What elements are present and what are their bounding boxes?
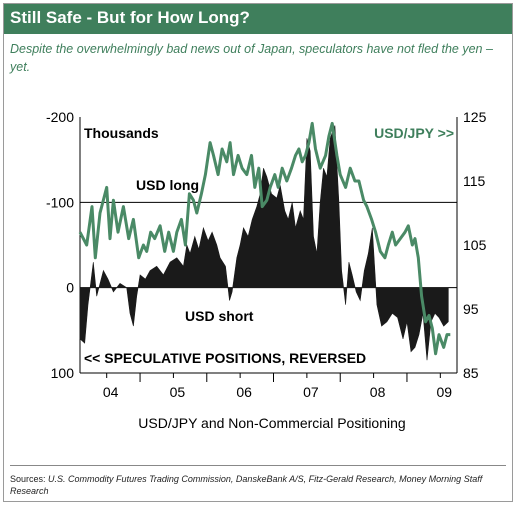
- x-tick-label: 09: [437, 384, 453, 400]
- left-tick-label: -100: [46, 194, 74, 210]
- chart-card: Still Safe - But for How Long? Despite t…: [3, 3, 513, 502]
- x-axis-label: USD/JPY and Non-Commercial Positioning: [138, 415, 405, 431]
- sources-note: Sources: U.S. Commodity Futures Trading …: [10, 474, 505, 497]
- left-axis-note: << SPECULATIVE POSITIONS, REVERSED: [84, 350, 366, 366]
- sources-label: Sources:: [10, 474, 46, 484]
- right-tick-label: 85: [463, 365, 479, 381]
- positions-area: [79, 125, 449, 361]
- left-tick-label: -200: [46, 109, 74, 125]
- annotation-usd-long: USD long: [136, 177, 199, 193]
- left-tick-label: 0: [66, 280, 74, 296]
- chart-subtitle: Despite the overwhelmingly bad news out …: [10, 42, 493, 74]
- x-tick-label: 05: [170, 384, 186, 400]
- right-axis-label: USD/JPY >>: [374, 125, 454, 141]
- left-tick-label: 100: [51, 365, 75, 381]
- right-tick-label: 115: [463, 173, 486, 189]
- right-tick-label: 125: [463, 109, 487, 125]
- right-tick-label: 105: [463, 237, 487, 253]
- usdjpy-line: [78, 121, 451, 356]
- right-tick-label: 95: [463, 301, 479, 317]
- title-bar: Still Safe - But for How Long?: [4, 4, 512, 34]
- sources-text: U.S. Commodity Futures Trading Commissio…: [10, 474, 483, 496]
- footer-divider: [10, 465, 506, 466]
- left-axis-label: Thousands: [84, 125, 159, 141]
- chart-svg: -200 -100 0 100 125 115 105 95 85 04 05 06 07 08 09 Tho…: [46, 109, 487, 431]
- x-tick-label: 08: [370, 384, 386, 400]
- x-tick-label: 07: [303, 384, 319, 400]
- chart-title: Still Safe - But for How Long?: [10, 8, 250, 27]
- annotation-usd-short: USD short: [185, 308, 254, 324]
- x-tick-label: 04: [103, 384, 119, 400]
- x-tick-label: 06: [236, 384, 252, 400]
